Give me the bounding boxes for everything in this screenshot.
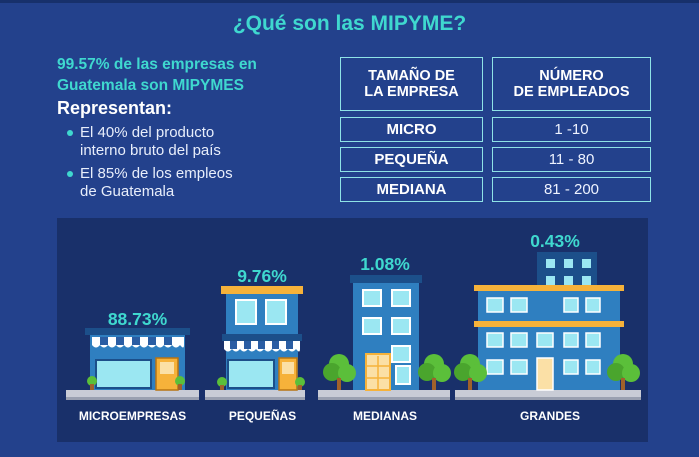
header-company-size: TAMAÑO DE LA EMPRESA (340, 57, 483, 111)
bullet-line: El 40% del producto (80, 124, 215, 141)
row-employees-small: 11 - 80 (492, 147, 651, 172)
row-size-small: PEQUEÑA (340, 147, 483, 172)
medium-percent: 1.08% (360, 254, 410, 274)
top-edge-bar (0, 0, 699, 3)
statistic-line-2: Guatemala son MIPYMES (57, 77, 244, 94)
header-line: TAMAÑO DE (368, 68, 455, 84)
row-employees-micro: 1 -10 (492, 117, 651, 142)
large-percent: 0.43% (530, 231, 580, 251)
medium-building-illustration (318, 275, 451, 400)
bullet-dot-icon (67, 171, 73, 177)
micro-building-illustration (66, 328, 199, 400)
bullet-dot-icon (67, 130, 73, 136)
statistic-text: 99.57% de las empresas en Guatemala son … (57, 54, 327, 96)
small-percent: 9.76% (237, 266, 287, 286)
header-line: NÚMERO (539, 68, 604, 84)
large-building-illustration (454, 252, 641, 400)
header-line: DE EMPLEADOS (513, 84, 630, 100)
header-employee-count: NÚMERO DE EMPLEADOS (492, 57, 651, 111)
micro-percent: 88.73% (107, 309, 168, 329)
large-label: GRANDES (519, 409, 580, 423)
bullet-line: de Guatemala (80, 183, 175, 200)
bullet-line: interno bruto del país (80, 142, 221, 159)
bullet-line: El 85% de los empleos (80, 165, 233, 182)
header-line: LA EMPRESA (364, 84, 459, 100)
row-size-medium: MEDIANA (340, 177, 483, 202)
bullet-item: El 85% de los empleos de Guatemala (67, 165, 325, 201)
represent-heading: Representan: (57, 98, 173, 118)
bullet-item: El 40% del producto interno bruto del pa… (67, 124, 325, 160)
statistic-line-1: 99.57% de las empresas en (57, 56, 257, 73)
row-employees-medium: 81 - 200 (492, 177, 651, 202)
small-building-illustration (205, 286, 305, 400)
small-label: PEQUEÑAS (228, 409, 297, 423)
row-size-micro: MICRO (340, 117, 483, 142)
micro-label: MICROEMPRESAS (78, 409, 187, 423)
page-title: ¿Qué son las MIPYME? (232, 12, 467, 35)
medium-label: MEDIANAS (352, 409, 417, 423)
bullet-list: El 40% del producto interno bruto del pa… (67, 124, 325, 206)
